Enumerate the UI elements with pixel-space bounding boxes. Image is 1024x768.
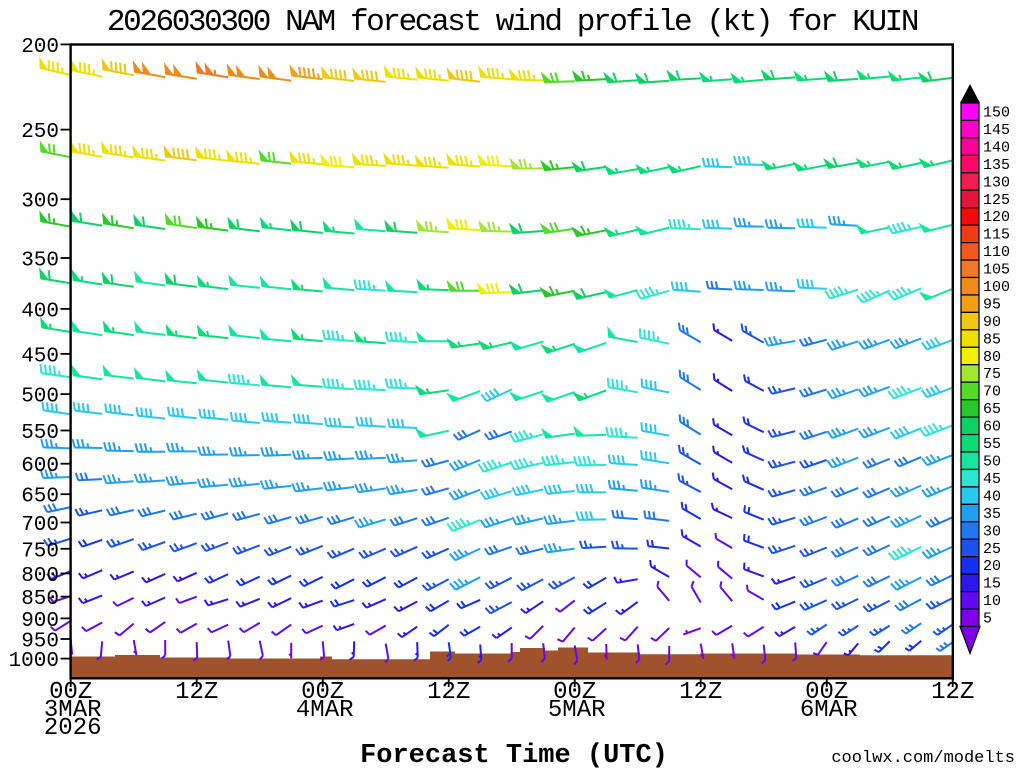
svg-text:20: 20	[983, 558, 1001, 575]
svg-text:90: 90	[983, 314, 1001, 331]
svg-text:12Z: 12Z	[175, 679, 218, 706]
svg-text:115: 115	[983, 227, 1010, 244]
svg-text:12Z: 12Z	[679, 679, 722, 706]
svg-text:2026: 2026	[44, 715, 102, 742]
svg-text:850: 850	[21, 588, 59, 611]
svg-text:550: 550	[21, 422, 59, 445]
svg-text:50: 50	[983, 454, 1001, 471]
svg-text:100: 100	[983, 279, 1010, 296]
svg-text:3MAR: 3MAR	[44, 697, 102, 724]
svg-text:700: 700	[21, 514, 59, 537]
svg-text:800: 800	[21, 565, 59, 588]
svg-text:250: 250	[21, 121, 59, 144]
svg-text:Forecast Time (UTC): Forecast Time (UTC)	[360, 741, 668, 768]
svg-text:95: 95	[983, 296, 1001, 313]
svg-text:350: 350	[21, 250, 59, 273]
svg-text:500: 500	[21, 386, 59, 409]
svg-text:2026030300 NAM forecast wind p: 2026030300 NAM forecast wind profile (kt…	[107, 5, 918, 40]
svg-text:12Z: 12Z	[931, 679, 974, 706]
svg-text:10: 10	[983, 593, 1001, 610]
svg-text:30: 30	[983, 523, 1001, 540]
svg-text:600: 600	[21, 455, 59, 478]
svg-text:900: 900	[21, 610, 59, 633]
svg-text:5MAR: 5MAR	[548, 697, 606, 724]
svg-text:15: 15	[983, 576, 1001, 593]
svg-text:60: 60	[983, 419, 1001, 436]
svg-text:130: 130	[983, 174, 1010, 191]
svg-text:25: 25	[983, 541, 1001, 558]
svg-text:120: 120	[983, 209, 1010, 226]
svg-text:125: 125	[983, 192, 1010, 209]
svg-text:1000: 1000	[9, 650, 59, 673]
svg-text:140: 140	[983, 139, 1010, 156]
svg-text:110: 110	[983, 244, 1010, 261]
svg-text:300: 300	[21, 191, 59, 214]
svg-text:400: 400	[21, 300, 59, 323]
svg-text:55: 55	[983, 436, 1001, 453]
svg-text:70: 70	[983, 384, 1001, 401]
svg-text:65: 65	[983, 401, 1001, 418]
svg-text:coolwx.com/modelts: coolwx.com/modelts	[831, 749, 1015, 768]
svg-text:00Z: 00Z	[301, 679, 344, 706]
svg-text:650: 650	[21, 486, 59, 509]
svg-text:6MAR: 6MAR	[800, 697, 858, 724]
svg-text:105: 105	[983, 262, 1010, 279]
svg-text:145: 145	[983, 122, 1010, 139]
svg-text:200: 200	[21, 36, 59, 59]
svg-text:135: 135	[983, 157, 1010, 174]
svg-text:00Z: 00Z	[49, 679, 92, 706]
svg-text:150: 150	[983, 105, 1010, 122]
svg-text:00Z: 00Z	[805, 679, 848, 706]
svg-text:5: 5	[983, 611, 992, 628]
svg-text:75: 75	[983, 366, 1001, 383]
svg-text:85: 85	[983, 331, 1001, 348]
svg-text:80: 80	[983, 349, 1001, 366]
svg-text:00Z: 00Z	[553, 679, 596, 706]
svg-text:4MAR: 4MAR	[296, 697, 354, 724]
svg-text:35: 35	[983, 506, 1001, 523]
svg-text:450: 450	[21, 345, 59, 368]
svg-text:750: 750	[21, 540, 59, 563]
svg-text:12Z: 12Z	[427, 679, 470, 706]
svg-text:950: 950	[21, 631, 59, 654]
svg-text:40: 40	[983, 488, 1001, 505]
svg-text:45: 45	[983, 471, 1001, 488]
